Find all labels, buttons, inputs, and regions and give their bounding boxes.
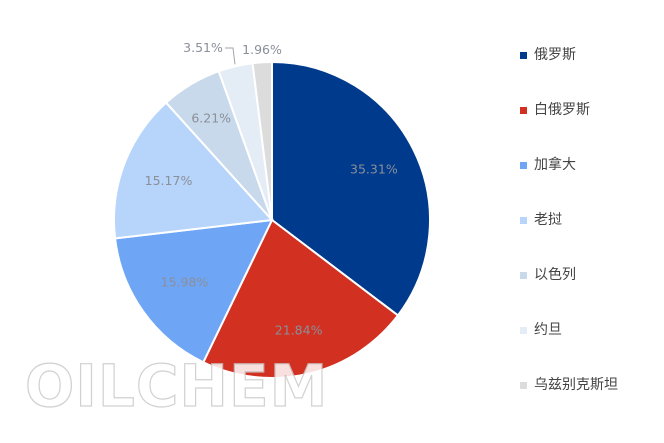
slice-data-label-2: 21.84% bbox=[275, 323, 323, 338]
legend-swatch bbox=[520, 52, 527, 59]
slice-data-label-6: 3.51% bbox=[183, 40, 223, 55]
legend-label: 以色列 bbox=[534, 267, 576, 283]
legend-label: 白俄罗斯 bbox=[534, 102, 590, 118]
legend-swatch bbox=[520, 162, 527, 169]
legend-item-3: 加拿大 bbox=[520, 138, 660, 193]
oilchem-watermark: OILCHEM bbox=[24, 351, 329, 420]
legend-item-2: 白俄罗斯 bbox=[520, 83, 660, 138]
legend-swatch bbox=[520, 107, 527, 114]
pie-data-labels: 35.31% 21.84% 15.98% 15.17% 6.21% 3.51% 1.96% bbox=[145, 40, 398, 338]
legend-label: 老挝 bbox=[534, 212, 562, 228]
legend-label: 俄罗斯 bbox=[534, 47, 576, 63]
legend-swatch bbox=[520, 382, 527, 389]
pie-slice-4 bbox=[113, 101, 275, 240]
label-leader-line-6 bbox=[225, 47, 236, 65]
legend-swatch bbox=[520, 272, 527, 279]
legend-item-5: 以色列 bbox=[520, 248, 660, 303]
pie-slices bbox=[113, 60, 431, 379]
slice-data-label-4: 15.17% bbox=[145, 173, 193, 188]
slice-data-label-3: 15.98% bbox=[161, 274, 209, 289]
pie-slice-2 bbox=[201, 218, 400, 379]
chart-legend: 俄罗斯白俄罗斯加拿大老挝以色列约旦乌兹别克斯坦 bbox=[520, 28, 660, 413]
slice-data-label-5: 6.21% bbox=[191, 110, 231, 125]
pie-slice-3 bbox=[113, 218, 274, 364]
legend-item-6: 约旦 bbox=[520, 303, 660, 358]
legend-swatch bbox=[520, 217, 527, 224]
slice-data-label-1: 35.31% bbox=[350, 161, 398, 176]
legend-item-7: 乌兹别克斯坦 bbox=[520, 358, 660, 413]
slice-data-label-7: 1.96% bbox=[242, 42, 282, 57]
legend-swatch bbox=[520, 327, 527, 334]
legend-label: 加拿大 bbox=[534, 157, 576, 173]
legend-label: 约旦 bbox=[534, 322, 562, 338]
legend-item-1: 俄罗斯 bbox=[520, 28, 660, 83]
legend-item-4: 老挝 bbox=[520, 193, 660, 248]
pie-slice-1 bbox=[271, 60, 431, 317]
pie-slice-7 bbox=[251, 60, 273, 221]
legend-label: 乌兹别克斯坦 bbox=[534, 377, 618, 393]
